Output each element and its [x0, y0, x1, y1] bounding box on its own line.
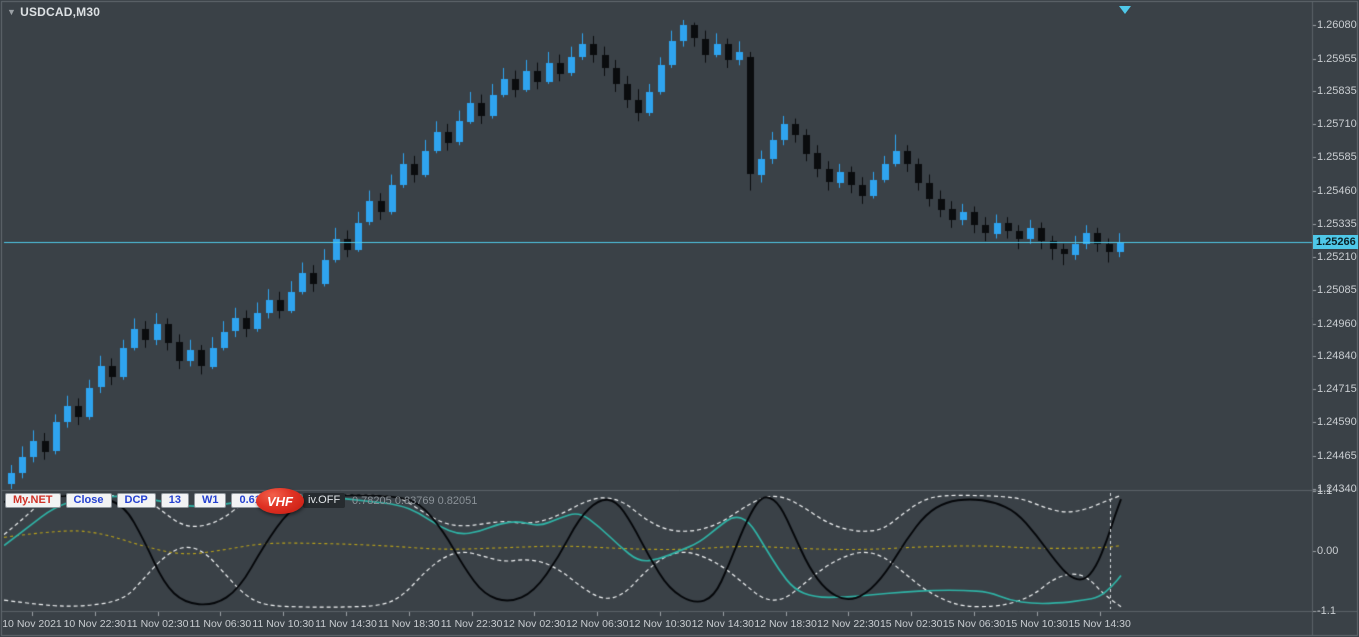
price-axis-label: 1.24715 [1317, 383, 1357, 396]
indicator-button-13[interactable]: 13 [160, 493, 189, 508]
time-axis-label: 12 Nov 10:30 [628, 618, 692, 630]
symbol-period-label: USDCAD,M30 [20, 5, 101, 19]
indicator-button-close[interactable]: Close [65, 493, 112, 508]
time-axis-label: 11 Nov 22:30 [440, 618, 503, 630]
time-axis-label: 12 Nov 22:30 [817, 618, 880, 630]
time-axis-label: 11 Nov 14:30 [315, 618, 377, 630]
time-axis-label: 15 Nov 10:30 [1005, 618, 1069, 630]
time-axis-label: 12 Nov 18:30 [754, 618, 817, 630]
symbol-title: ▼ USDCAD,M30 [7, 5, 100, 19]
price-axis-label: 1.24590 [1317, 416, 1357, 429]
time-axis-label: 11 Nov 18:30 [377, 618, 440, 630]
price-axis-label: 1.25085 [1317, 284, 1357, 297]
time-axis-label: 11 Nov 10:30 [252, 618, 315, 630]
time-axis-label: 12 Nov 14:30 [691, 618, 755, 630]
price-axis-label: 1.24340 [1317, 483, 1357, 495]
indicator-button-my-net[interactable]: My.NET [5, 493, 61, 508]
divergence-off-label[interactable]: iv.OFF [303, 493, 346, 508]
price-axis-label: 1.25335 [1317, 217, 1357, 230]
time-axis-label: 15 Nov 06:30 [942, 618, 1006, 630]
time-axis-label: 11 Nov 06:30 [189, 618, 252, 630]
indicator-axis-label: 1.1 [1317, 485, 1333, 497]
price-axis[interactable]: 1.26080 1.25955 1.25835 1.25710 1.25585 1.254… [1313, 0, 1359, 637]
indicator-button-w1[interactable]: W1 [193, 493, 227, 508]
indicator-axis-label: -1.1 [1317, 605, 1336, 617]
price-axis-label: 1.24840 [1317, 349, 1357, 362]
current-price-tag: 1.25266 [1313, 235, 1358, 250]
price-axis-label: 1.25710 [1317, 117, 1357, 130]
time-axis-label: 15 Nov 14:30 [1068, 618, 1131, 630]
price-axis-label: 1.25955 [1317, 52, 1357, 65]
symbol-dropdown-icon[interactable]: ▼ [7, 7, 17, 17]
price-axis-label: 1.24960 [1317, 317, 1357, 330]
time-axis-label: 12 Nov 02:30 [503, 618, 566, 630]
time-axis-label: 10 Nov 22:30 [63, 618, 127, 630]
time-axis-label: 15 Nov 02:30 [879, 618, 943, 630]
price-axis-label: 1.25210 [1317, 251, 1357, 264]
price-axis-label: 1.24465 [1317, 449, 1357, 462]
chart-shift-marker-icon[interactable] [1119, 6, 1131, 14]
time-axis-label: 11 Nov 02:30 [126, 618, 189, 630]
price-axis-label: 1.25460 [1317, 184, 1357, 197]
indicator-button-dcp[interactable]: DCP [116, 493, 156, 508]
vhf-badge[interactable]: VHF [256, 488, 304, 514]
price-axis-label: 1.25835 [1317, 84, 1357, 97]
indicator-axis-label: 0.00 [1317, 545, 1339, 557]
indicator-values-text: 0.78205 0.83769 0.82051 [352, 495, 478, 507]
time-axis-label: 12 Nov 06:30 [565, 618, 629, 630]
price-axis-label: 1.26080 [1317, 19, 1357, 32]
time-axis[interactable]: 10 Nov 2021 10 Nov 22:30 11 Nov 02:30 11 No… [0, 613, 1312, 637]
time-axis-label: 10 Nov 2021 [2, 618, 62, 630]
price-axis-label: 1.25585 [1317, 151, 1357, 164]
